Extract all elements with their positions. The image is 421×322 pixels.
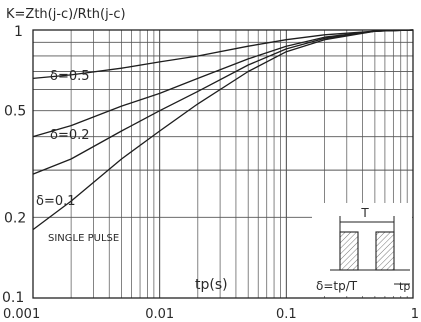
y-tick-label: 1: [14, 24, 23, 40]
duty-cycle-inset: Ttp δ=tp/T: [312, 203, 412, 296]
inset-formula-label: δ=tp/T: [316, 279, 358, 293]
labels: K=Zth(j-c)/Rth(j-c) 0.1 0.2 0.5 1 0.001 0.01 0.…: [2, 7, 419, 322]
series-label: δ=0.2: [50, 128, 90, 143]
series-label: SINGLE PULSE: [48, 233, 119, 244]
x-tick-label: 0.1: [276, 307, 297, 322]
series-line-1: [32, 29, 414, 138]
x-tick-label: 0.01: [145, 307, 174, 322]
x-axis-label: tp(s): [195, 277, 228, 293]
y-tick-label: 0.1: [2, 290, 24, 306]
series-label: δ=0.5: [50, 69, 90, 84]
series-line-0: [32, 29, 414, 80]
x-tick-label: 0.001: [3, 307, 40, 322]
x-tick-label: 1: [411, 307, 419, 322]
inset-pulse-2: [375, 231, 395, 271]
inset-background: [312, 203, 412, 296]
inset-pulse-label: tp: [399, 280, 410, 293]
y-tick-label: 0.5: [4, 104, 26, 120]
series-line-3: [32, 29, 414, 231]
curves: [32, 29, 414, 231]
inset-period-label: T: [360, 206, 369, 220]
series-label: δ=0.1: [36, 194, 76, 209]
y-tick-label: 0.2: [4, 210, 26, 226]
chart-title: K=Zth(j-c)/Rth(j-c): [6, 7, 126, 22]
inset-pulse-1: [339, 231, 359, 271]
plot-frame: [32, 29, 414, 299]
